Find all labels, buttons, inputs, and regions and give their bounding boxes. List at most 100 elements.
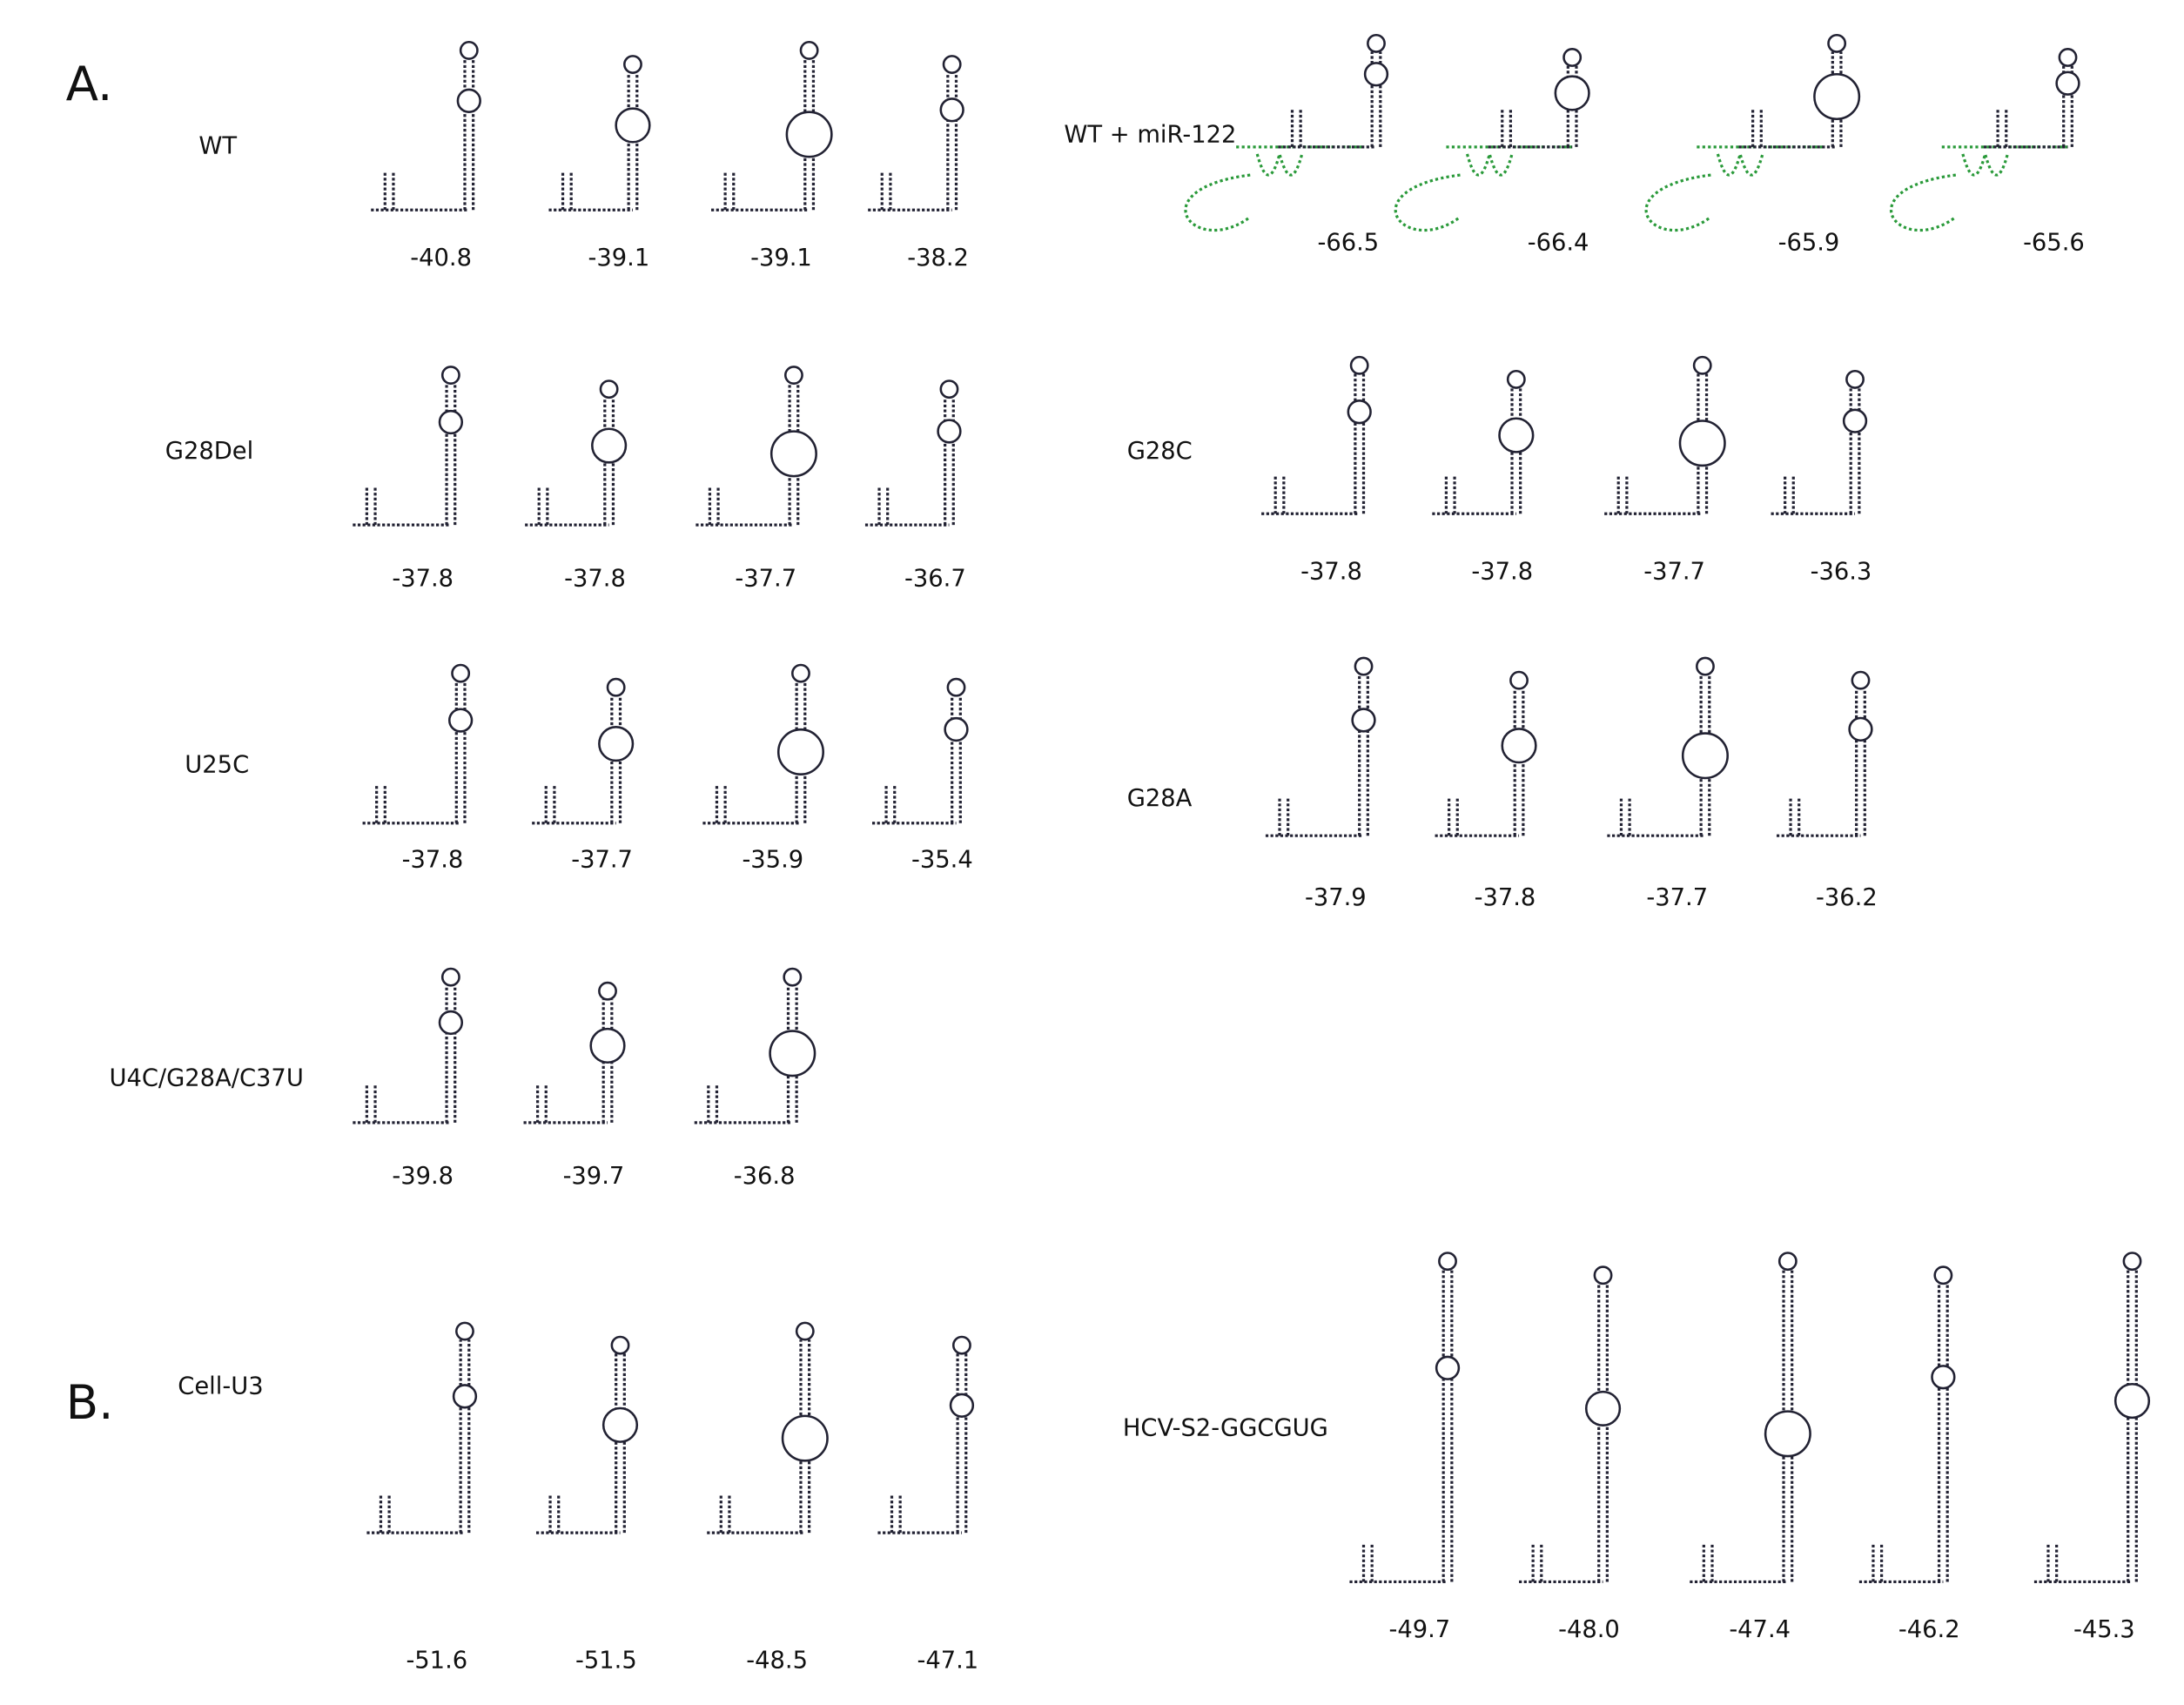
hairpin-loop [783, 366, 803, 385]
hairpin-loop [1777, 1252, 1798, 1272]
free-energy: -66.5 [1317, 229, 1379, 256]
side-stem [1361, 1542, 1374, 1582]
internal-loop [1842, 408, 1868, 433]
internal-loop [1681, 732, 1729, 780]
stem [1782, 1269, 1794, 1582]
stem [1358, 675, 1369, 836]
internal-loop [1584, 1390, 1622, 1426]
side-stem [880, 171, 892, 211]
rna-structure [868, 55, 964, 211]
stem [1510, 387, 1522, 514]
internal-loop [1347, 399, 1372, 425]
rna-structure [871, 677, 969, 825]
hairpin-loop [2122, 1252, 2142, 1272]
internal-loop [1351, 708, 1376, 733]
hairpin-loop [1593, 1265, 1613, 1285]
stem [2127, 1269, 2138, 1582]
free-energy: -37.8 [564, 565, 626, 592]
internal-loop [601, 1406, 639, 1443]
construct-name: WT + miR-122 [1064, 122, 1236, 149]
rna-structure [1690, 1252, 1811, 1584]
hairpin-loop [1354, 656, 1374, 676]
side-stem [365, 486, 377, 526]
free-energy: -37.9 [1305, 884, 1367, 911]
side-stem [1290, 107, 1302, 147]
construct-name: U4C/G28A/C37U [109, 1065, 303, 1092]
free-energy: -65.6 [2023, 229, 2085, 256]
side-stem [379, 1494, 391, 1534]
rna-structure [696, 366, 817, 527]
rna-structure [1771, 369, 1868, 515]
free-energy: -40.8 [410, 245, 472, 272]
internal-loop [1678, 420, 1726, 467]
rna-structure [1261, 355, 1372, 515]
hairpin-loop [599, 379, 619, 399]
rna-structure [711, 40, 833, 211]
side-stem [1448, 796, 1459, 836]
stem [445, 383, 457, 526]
internal-loop [591, 427, 628, 464]
rna-structure [525, 379, 628, 527]
rna-structure [523, 981, 626, 1124]
side-stem [719, 1494, 731, 1534]
side-stem [375, 783, 386, 823]
hairpin-loop [783, 967, 803, 987]
stem [2062, 65, 2073, 147]
internal-loop [1501, 728, 1537, 764]
hairpin-loop [440, 967, 460, 987]
mirna-duplex [1644, 145, 1824, 232]
stem [956, 1353, 968, 1534]
side-stem [877, 486, 890, 526]
side-stem [707, 1083, 719, 1123]
free-energy: -36.3 [1811, 558, 1872, 585]
stem [1597, 1283, 1609, 1582]
stem [1354, 373, 1366, 514]
rna-structure [353, 366, 464, 527]
free-energy: -37.7 [1646, 884, 1708, 911]
construct-name: G28Del [165, 438, 253, 465]
free-energy: -47.4 [1729, 1616, 1791, 1643]
hairpin-loop [459, 40, 479, 60]
free-energy: -39.1 [588, 245, 650, 272]
hairpin-loop [598, 981, 617, 1001]
internal-loop [781, 1414, 829, 1462]
free-energy: -51.6 [406, 1648, 467, 1675]
mirna-duplex [1394, 145, 1573, 232]
internal-loop [1498, 417, 1535, 453]
rna-structure [1890, 48, 2080, 232]
construct-name: U25C [185, 751, 249, 778]
stem [463, 58, 475, 211]
side-stem [537, 486, 549, 526]
rna-structure [864, 379, 962, 527]
hairpin-loop [610, 1335, 630, 1355]
free-energy: -37.8 [1300, 558, 1362, 585]
hairpin-loop [1438, 1252, 1457, 1272]
side-stem [1784, 474, 1795, 514]
hairpin-loop [791, 663, 810, 683]
hairpin-loop [942, 55, 962, 74]
stem [951, 695, 962, 823]
hairpin-loop [1851, 670, 1871, 690]
internal-loop [2055, 70, 2080, 96]
hairpin-loop [1827, 33, 1847, 53]
mirna-duplex [1890, 145, 2068, 232]
side-stem [884, 783, 897, 823]
internal-loop [456, 88, 481, 113]
side-stem [1444, 474, 1456, 514]
hairpin-loop [455, 1321, 474, 1341]
rna-structure [694, 967, 816, 1124]
hairpin-loop [1845, 369, 1865, 389]
stem [944, 397, 955, 526]
internal-loop [1435, 1355, 1461, 1380]
rna-structure [2033, 1252, 2151, 1584]
hairpin-loop [795, 1321, 815, 1341]
rna-structure [532, 677, 635, 825]
free-energy: -37.8 [1471, 558, 1533, 585]
internal-loop [438, 1010, 464, 1036]
rna-structure [877, 1335, 975, 1534]
free-energy: -37.7 [571, 847, 633, 874]
construct-name: G28A [1127, 785, 1193, 812]
stem [454, 681, 467, 823]
internal-loop [2113, 1382, 2151, 1420]
side-stem [561, 171, 573, 211]
